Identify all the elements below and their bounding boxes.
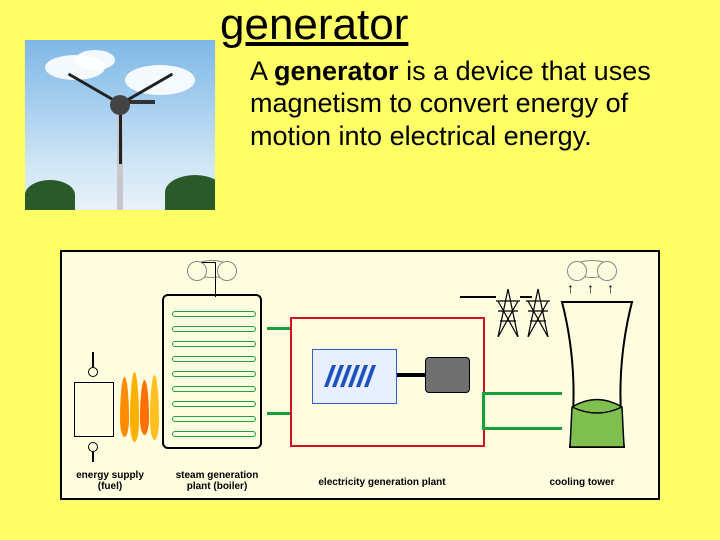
turbine-rotor-icon: [328, 365, 378, 387]
def-prefix: A: [250, 56, 274, 86]
pylon-icon: [494, 287, 522, 337]
definition-text: A generator is a device that uses magnet…: [250, 55, 680, 152]
shaft: [397, 373, 427, 377]
cooling-pipe: [482, 392, 562, 395]
flames-icon: [120, 372, 160, 447]
foliage: [165, 175, 215, 210]
fuel-supply-box: [74, 382, 114, 437]
pylon-icon: [524, 287, 552, 337]
cooling-tower-icon: [552, 297, 642, 452]
cloud-shape: [75, 50, 115, 70]
steam-arrow-icon: ↑: [607, 280, 614, 296]
label-plant: electricity generation plant: [302, 477, 462, 488]
page-title: generator: [220, 0, 408, 50]
cooling-pipe: [482, 392, 485, 430]
fuel-pipe: [92, 452, 94, 462]
label-boiler: steam generationplant (boiler): [162, 470, 272, 492]
cooling-pipe: [482, 427, 562, 430]
wind-turbine-photo: [25, 40, 215, 210]
fuel-pipe: [92, 352, 94, 367]
boiler-chimney: [202, 262, 216, 297]
foliage: [25, 180, 75, 210]
steam-cloud-icon: [572, 260, 612, 278]
boiler-box: [162, 294, 262, 449]
electricity-plant-box: [290, 317, 485, 447]
power-plant-diagram: ↑ ↑ ↑ energy supply(fuel) steam generati…: [60, 250, 660, 500]
valve-icon: [88, 442, 98, 452]
def-bold-term: generator: [274, 56, 399, 86]
turbine-hub: [110, 95, 130, 115]
power-line: [460, 296, 496, 298]
valve-icon: [88, 367, 98, 377]
generator-icon: [425, 357, 470, 393]
label-fuel: energy supply(fuel): [70, 470, 150, 492]
label-tower: cooling tower: [537, 477, 627, 488]
steam-arrow-icon: ↑: [567, 280, 574, 296]
steam-arrow-icon: ↑: [587, 280, 594, 296]
